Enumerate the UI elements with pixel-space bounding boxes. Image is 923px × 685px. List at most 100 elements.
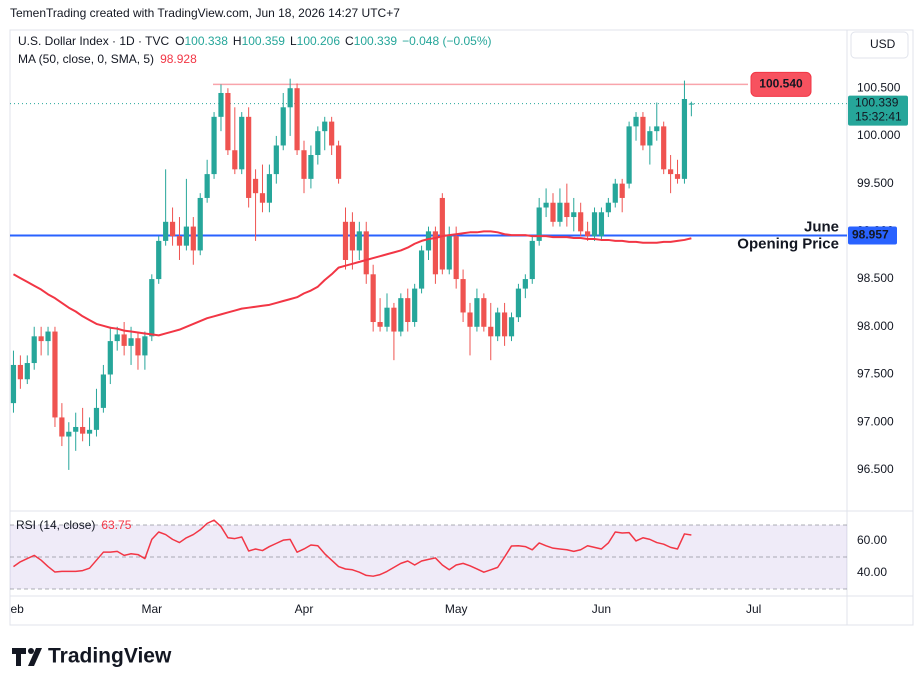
candle-body <box>225 92 231 151</box>
rsi-pane <box>10 519 847 590</box>
candle-body <box>190 226 196 251</box>
candle-body <box>121 334 127 346</box>
rsi-legend: RSI (14, close) 63.75 <box>16 518 132 532</box>
candle-body <box>425 231 432 251</box>
x-tick-label: Jun <box>592 602 611 616</box>
candle-body <box>405 298 411 323</box>
rsi-last: 63.75 <box>101 518 131 532</box>
candle-body <box>66 431 72 437</box>
legend: U.S. Dollar Index · 1D · TVC O100.338 H100… <box>18 34 492 48</box>
main-pane <box>10 78 847 470</box>
y-tick-label: 100.500 <box>857 80 901 94</box>
candle-body <box>515 288 522 318</box>
candle-body <box>612 183 618 203</box>
rsi-band-fill <box>10 524 847 589</box>
candle-body <box>10 364 17 404</box>
y-tick-label: 100.000 <box>857 128 901 142</box>
candle-body <box>211 116 217 175</box>
candle-body <box>218 92 224 117</box>
legend-label: H <box>233 34 242 48</box>
legend-label: C <box>345 34 354 48</box>
candle-body <box>481 298 487 327</box>
currency[interactable]: USD <box>870 37 896 51</box>
candle-body <box>176 236 183 246</box>
candle-body <box>384 307 390 327</box>
price-axis: 96.50097.00097.50098.00098.50099.00099.5… <box>848 80 908 579</box>
x-tick-label: Feb <box>3 602 24 616</box>
candle-body <box>135 338 141 356</box>
opening-annotation: Opening Price <box>737 235 839 252</box>
legend-change: −0.048 (−0.05%) <box>402 34 491 48</box>
candle-body <box>550 202 556 222</box>
candle-body <box>107 341 113 375</box>
opening-annotation: June <box>804 218 839 235</box>
candle-body <box>578 212 584 232</box>
candle-body <box>86 429 93 434</box>
candle-body <box>668 169 674 175</box>
candle-body <box>439 197 445 270</box>
candle-body <box>308 155 314 179</box>
x-tick-label: Mar <box>141 602 162 616</box>
candle-body <box>273 145 279 175</box>
symbol: U.S. Dollar Index · 1D · TVC <box>18 34 169 48</box>
candle-body <box>24 363 30 380</box>
high-label: 100.540 <box>759 77 803 91</box>
candle-body <box>17 364 23 380</box>
candle-body <box>536 207 542 241</box>
candle-body <box>446 236 452 270</box>
logo-icon <box>28 648 42 666</box>
candle-body <box>605 202 611 213</box>
candle-body <box>52 331 58 418</box>
candle-body <box>349 221 356 251</box>
candle-body <box>239 116 245 170</box>
legend-value: 100.339 <box>354 34 398 48</box>
candle-body <box>197 197 203 251</box>
candle-body <box>495 312 501 337</box>
candle-body <box>163 221 169 241</box>
rsi-tick-label: 40.00 <box>857 565 887 579</box>
footer: TradingView <box>48 645 172 668</box>
candle-body <box>294 88 300 151</box>
candle-body <box>232 150 238 170</box>
candle-body <box>584 231 591 237</box>
candle-body <box>246 116 252 198</box>
candle-body <box>280 107 286 146</box>
y-tick-label: 98.500 <box>857 271 894 285</box>
candle-body <box>301 150 307 179</box>
candle-body <box>640 116 646 146</box>
candle-body <box>329 121 335 146</box>
candle-body <box>488 326 494 337</box>
currency-button[interactable] <box>850 31 909 59</box>
candle-body <box>418 250 425 289</box>
ma-line <box>12 230 692 337</box>
candle-body <box>619 183 625 198</box>
candle-body <box>100 374 106 408</box>
candle-body <box>557 202 563 222</box>
y-tick-label: 97.000 <box>857 414 894 428</box>
candle-body <box>398 298 404 332</box>
high-label-box <box>750 71 812 97</box>
candle-body <box>252 178 259 194</box>
candle-body <box>564 202 570 218</box>
candle-body <box>169 221 176 237</box>
current-price-label: 100.339 <box>855 96 899 110</box>
x-tick-label: Apr <box>295 602 314 616</box>
candle-body <box>31 336 37 364</box>
legend-value: 100.338 <box>185 34 229 48</box>
legend-value: 100.359 <box>242 34 286 48</box>
y-tick-label: 97.500 <box>857 367 894 381</box>
ma-last: 98.928 <box>160 52 197 66</box>
candle-body <box>322 121 328 132</box>
candle-body <box>626 126 632 184</box>
candle-body <box>633 116 639 127</box>
rsi-line <box>13 519 692 577</box>
candle-body <box>335 145 342 179</box>
candle-body <box>342 221 349 260</box>
header: TemenTrading created with TradingView.co… <box>10 6 400 20</box>
candle-body <box>571 212 577 218</box>
candle-body <box>45 331 51 342</box>
legend-value: 100.206 <box>297 34 341 48</box>
candle-body <box>142 336 148 356</box>
logo-icon <box>28 648 34 654</box>
candle-body <box>73 426 79 432</box>
